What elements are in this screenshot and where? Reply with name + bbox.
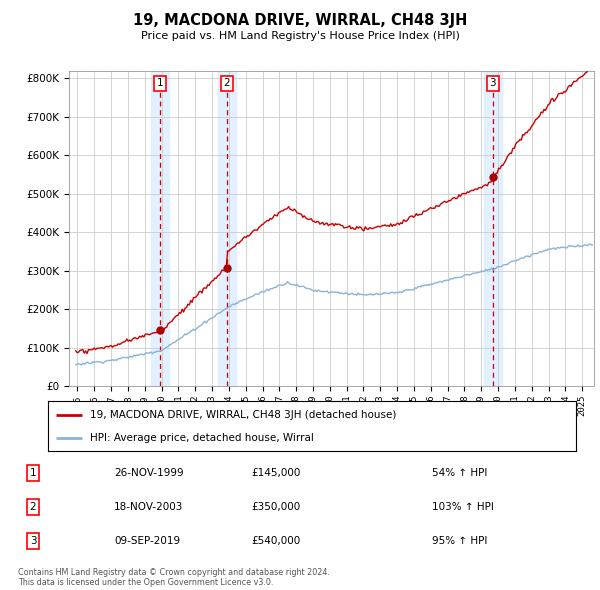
Text: 26-NOV-1999: 26-NOV-1999 <box>114 468 184 478</box>
Text: 54% ↑ HPI: 54% ↑ HPI <box>432 468 487 478</box>
Text: 95% ↑ HPI: 95% ↑ HPI <box>432 536 487 546</box>
Text: £350,000: £350,000 <box>251 502 301 512</box>
Text: £540,000: £540,000 <box>251 536 301 546</box>
Text: 3: 3 <box>490 78 496 88</box>
Bar <box>484 71 502 386</box>
Text: HPI: Average price, detached house, Wirral: HPI: Average price, detached house, Wirr… <box>90 433 314 443</box>
Text: 19, MACDONA DRIVE, WIRRAL, CH48 3JH: 19, MACDONA DRIVE, WIRRAL, CH48 3JH <box>133 13 467 28</box>
Text: 2: 2 <box>29 502 37 512</box>
Text: £145,000: £145,000 <box>251 468 301 478</box>
Text: 1: 1 <box>157 78 163 88</box>
Text: 103% ↑ HPI: 103% ↑ HPI <box>432 502 494 512</box>
Text: This data is licensed under the Open Government Licence v3.0.: This data is licensed under the Open Gov… <box>18 578 274 587</box>
Text: 09-SEP-2019: 09-SEP-2019 <box>114 536 180 546</box>
Text: 2: 2 <box>224 78 230 88</box>
Text: 1: 1 <box>29 468 37 478</box>
Text: Price paid vs. HM Land Registry's House Price Index (HPI): Price paid vs. HM Land Registry's House … <box>140 31 460 41</box>
Bar <box>218 71 236 386</box>
Text: 19, MACDONA DRIVE, WIRRAL, CH48 3JH (detached house): 19, MACDONA DRIVE, WIRRAL, CH48 3JH (det… <box>90 409 397 419</box>
Bar <box>151 71 169 386</box>
Text: 18-NOV-2003: 18-NOV-2003 <box>114 502 184 512</box>
Text: 3: 3 <box>29 536 37 546</box>
Text: Contains HM Land Registry data © Crown copyright and database right 2024.: Contains HM Land Registry data © Crown c… <box>18 568 330 577</box>
